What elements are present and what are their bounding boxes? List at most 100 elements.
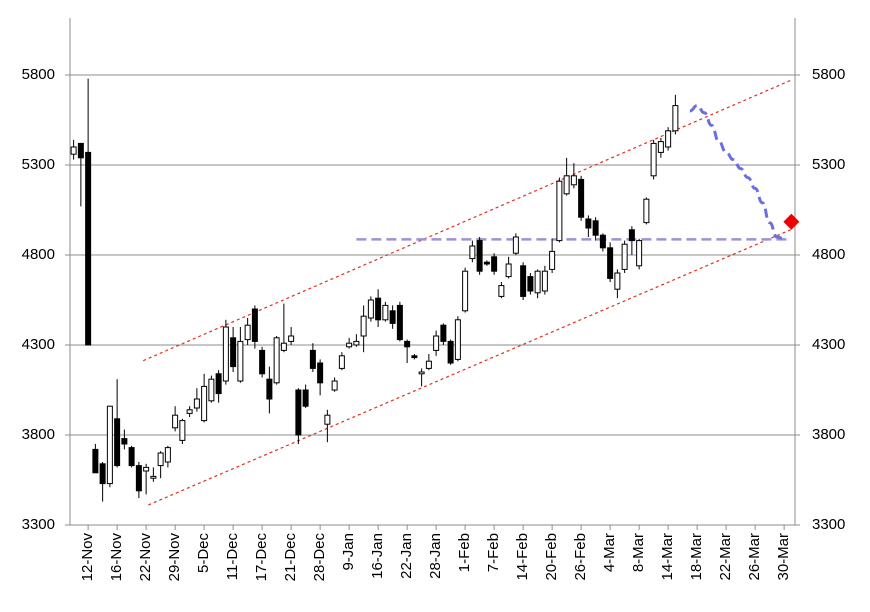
candle-body <box>85 151 92 346</box>
candle-body <box>621 243 628 270</box>
candle-body <box>302 389 309 407</box>
candle-body <box>92 448 99 474</box>
candle-body <box>628 229 635 242</box>
candle-body <box>389 310 396 324</box>
candle-body <box>650 142 657 177</box>
y2-tick-label: 4300 <box>812 336 845 353</box>
y2-tick-label: 4800 <box>812 246 845 263</box>
candle-body <box>440 324 447 342</box>
candle-body <box>599 234 606 249</box>
candle-body <box>193 398 200 409</box>
candle-body <box>418 371 425 375</box>
y-tick-label: 3300 <box>22 516 55 533</box>
candle-body <box>505 263 512 278</box>
x-tick-label: 14-Mar <box>659 533 676 581</box>
candle-body <box>266 378 273 400</box>
x-tick-label: 1-Feb <box>456 533 473 572</box>
x-tick-label: 29-Nov <box>166 533 183 582</box>
candle-body <box>512 236 519 254</box>
channel-upper-line <box>142 79 792 362</box>
x-tick-label: 16-Jan <box>369 533 386 579</box>
candle-body <box>179 420 186 441</box>
candle-body <box>251 308 258 342</box>
x-tick-label: 16-Nov <box>108 533 125 582</box>
candle-body <box>570 175 577 186</box>
y-tick-label: 5800 <box>22 66 55 83</box>
candle-body <box>433 335 440 351</box>
candle-body <box>331 380 338 391</box>
candle-body <box>607 247 614 279</box>
y-tick-label: 4300 <box>22 336 55 353</box>
candle-body <box>425 360 432 369</box>
candle-body <box>454 319 461 360</box>
y2-tick-label: 3800 <box>812 426 845 443</box>
candle-body <box>114 418 121 467</box>
candle-body <box>295 389 302 436</box>
x-tick-label: 28-Jan <box>427 533 444 579</box>
x-tick-label: 12-Nov <box>79 533 96 582</box>
candle-body <box>643 198 650 224</box>
candle-body <box>491 256 498 272</box>
x-tick-label: 4-Mar <box>601 533 618 572</box>
candle-body <box>222 326 229 382</box>
candle-body <box>527 276 534 292</box>
candle-body <box>317 362 324 384</box>
candle-body <box>411 355 418 359</box>
candle-body <box>143 466 150 472</box>
candle-body <box>280 342 287 351</box>
candle-body <box>309 349 316 369</box>
candle-body <box>636 240 643 267</box>
candle-body <box>106 405 113 485</box>
candle-body <box>360 315 367 337</box>
candle-body <box>657 141 664 153</box>
candle-body <box>208 378 215 402</box>
candle-body <box>70 146 77 155</box>
x-tick-label: 18-Mar <box>688 533 705 581</box>
candle-body <box>164 447 171 463</box>
candle-body <box>541 270 548 292</box>
candle-body <box>614 272 621 290</box>
x-tick-label: 22-Mar <box>717 533 734 581</box>
x-tick-label: 5-Dec <box>195 533 212 574</box>
candle-body <box>338 355 345 369</box>
candle-body <box>186 409 193 414</box>
candle-body <box>578 178 585 218</box>
candle-body <box>157 452 164 467</box>
candle-body <box>462 270 469 312</box>
x-tick-label: 20-Feb <box>543 533 560 581</box>
x-tick-label: 9-Jan <box>340 533 357 571</box>
x-tick-label: 26-Mar <box>746 533 763 581</box>
y2-tick-label: 3300 <box>812 516 845 533</box>
y2-tick-label: 5300 <box>812 156 845 173</box>
forecast-line <box>689 104 785 241</box>
candle-body <box>498 285 505 297</box>
candle-body <box>353 340 360 346</box>
x-tick-label: 30-Mar <box>775 533 792 581</box>
target-marker <box>783 213 800 230</box>
candle-body <box>288 335 295 342</box>
candle-body <box>476 240 483 272</box>
candle-body <box>273 337 280 384</box>
y-tick-label: 5300 <box>22 156 55 173</box>
candle-body <box>244 324 251 341</box>
candle-body <box>520 265 527 297</box>
candle-body <box>563 175 570 195</box>
candle-body <box>382 304 389 321</box>
candle-body <box>215 373 222 395</box>
candle-body <box>672 105 679 132</box>
candle-body <box>404 340 411 348</box>
channel-lower-line <box>148 228 792 506</box>
y2-tick-label: 5800 <box>812 66 845 83</box>
candle-body <box>172 414 179 429</box>
candle-body <box>77 142 84 159</box>
candle-body <box>483 261 490 265</box>
candle-body <box>549 250 556 270</box>
candle-body <box>592 220 599 236</box>
x-tick-label: 26-Feb <box>572 533 589 581</box>
x-tick-label: 7-Feb <box>485 533 502 572</box>
candle-body <box>99 463 106 485</box>
candle-body <box>534 270 541 294</box>
candle-body <box>469 245 476 260</box>
candle-body <box>259 349 266 375</box>
